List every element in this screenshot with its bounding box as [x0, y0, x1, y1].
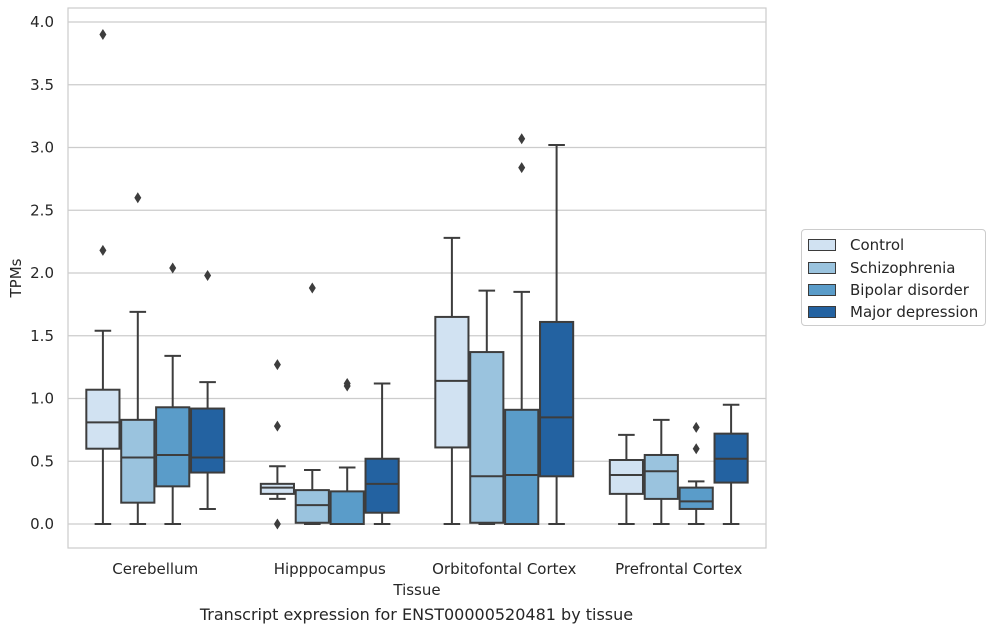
box-iqr	[190, 407, 226, 474]
x-axis-label: Tissue	[392, 581, 440, 599]
y-tick-labels: 0.0 0.5 1.0 1.5 2.0 2.5 3.0 3.5 4.0	[30, 13, 54, 533]
y-tick-label: 3.5	[30, 76, 54, 94]
box-iqr	[294, 489, 330, 524]
y-tick-label: 1.0	[30, 390, 54, 408]
legend-label-control: Control	[850, 236, 905, 254]
outlier-point	[518, 133, 526, 145]
box-2-2	[504, 133, 540, 526]
box-iqr	[155, 406, 191, 488]
outlier-point	[204, 270, 212, 282]
box-iqr	[434, 315, 470, 449]
box-iqr	[364, 457, 400, 514]
outlier-point	[308, 282, 316, 294]
x-tick-label: Orbitofontal Cortex	[432, 560, 576, 578]
legend-swatch-major-depression	[808, 306, 836, 318]
box-iqr	[678, 486, 714, 510]
outlier-point	[273, 359, 281, 371]
legend: Control Schizophrenia Bipolar disorder M…	[801, 229, 986, 326]
box-iqr	[120, 418, 156, 504]
legend-item-major-depression: Major depression	[808, 302, 978, 322]
box-1-2	[329, 377, 365, 525]
y-tick-label: 2.5	[30, 201, 54, 219]
outlier-point	[273, 420, 281, 432]
gridlines	[68, 21, 766, 525]
box-iqr	[259, 482, 295, 495]
legend-item-bipolar-disorder: Bipolar disorder	[808, 280, 969, 300]
outlier-point	[134, 192, 142, 204]
y-tick-label: 0.0	[30, 515, 54, 533]
legend-swatch-schizophrenia	[808, 262, 836, 274]
box-iqr	[608, 458, 644, 495]
box-0-2	[155, 262, 191, 525]
x-tick-labels: Cerebellum Hipppocampus Orbitofontal Corte…	[112, 560, 742, 578]
x-tick-label: Cerebellum	[112, 560, 198, 578]
legend-swatch-control	[808, 239, 836, 251]
box-3-0	[608, 433, 644, 525]
y-axis-label: TPMs	[7, 258, 25, 298]
box-iqr	[643, 453, 679, 500]
y-tick-label: 3.0	[30, 139, 54, 157]
box-0-1	[120, 192, 156, 525]
box-iqr	[504, 408, 540, 526]
x-tick-label: Hipppocampus	[274, 560, 386, 578]
box-1-3	[364, 382, 400, 525]
y-tick-label: 2.0	[30, 264, 54, 282]
legend-swatch-bipolar-disorder	[808, 284, 836, 296]
legend-item-control: Control	[808, 235, 904, 255]
box-0-0	[85, 29, 121, 525]
legend-label-schizophrenia: Schizophrenia	[850, 259, 956, 277]
plot-frame	[67, 7, 767, 549]
box-1-0	[259, 359, 295, 530]
box-0-3	[190, 270, 226, 510]
y-tick-label: 0.5	[30, 452, 54, 470]
legend-label-major-depression: Major depression	[850, 303, 979, 321]
y-tick-label: 1.5	[30, 327, 54, 345]
box-1-1	[294, 282, 330, 525]
figure-caption: Transcript expression for ENST0000052048…	[199, 605, 634, 624]
box-iqr	[469, 351, 505, 524]
box-2-0	[434, 236, 470, 525]
outlier-point	[692, 443, 700, 455]
box-3-3	[713, 403, 749, 525]
box-3-1	[643, 418, 679, 525]
box-3-2	[678, 421, 714, 525]
box-2-3	[539, 143, 575, 525]
outlier-point	[343, 377, 351, 389]
box-2-1	[469, 289, 505, 525]
outlier-point	[518, 162, 526, 174]
x-tick-label: Prefrontal Cortex	[615, 560, 742, 578]
outlier-point	[169, 262, 177, 274]
box-iqr	[539, 320, 575, 478]
box-iqr	[329, 490, 365, 525]
legend-item-schizophrenia: Schizophrenia	[808, 258, 955, 278]
y-tick-label: 4.0	[30, 13, 54, 31]
outlier-point	[99, 29, 107, 41]
outlier-point	[692, 421, 700, 433]
box-iqr	[85, 388, 121, 450]
outlier-point	[273, 518, 281, 530]
boxes-layer	[85, 29, 749, 530]
legend-label-bipolar-disorder: Bipolar disorder	[850, 281, 969, 299]
outlier-point	[99, 244, 107, 256]
